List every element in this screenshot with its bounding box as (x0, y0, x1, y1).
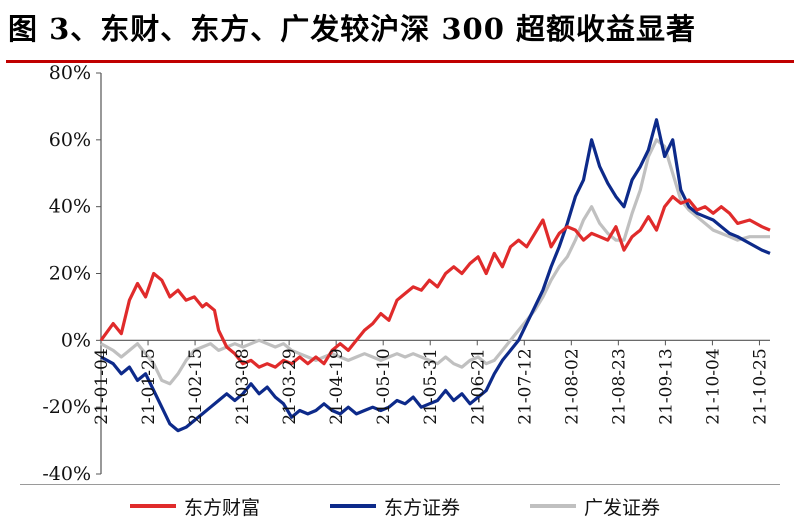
x-tick-label: 21-10-25 (750, 348, 770, 424)
title-divider (6, 60, 794, 63)
x-tick-label: 21-01-04 (92, 348, 112, 424)
legend: 东方财富 东方证券 广发证券 (20, 484, 780, 525)
y-tick-label: 80% (49, 62, 91, 84)
legend-item-dongfang-caifu: 东方财富 (130, 491, 260, 521)
x-tick-label: 21-03-29 (280, 348, 300, 424)
legend-item-dongfang-zhengquan: 东方证券 (330, 491, 460, 521)
axes-layer (96, 72, 770, 475)
x-tick-label: 21-10-04 (703, 348, 723, 424)
legend-label-dongfang-caifu: 东方财富 (184, 496, 261, 519)
y-tick-label: -40% (42, 463, 91, 485)
legend-label-dongfang-zhengquan: 东方证券 (384, 496, 461, 519)
series-line-0 (99, 195, 771, 369)
legend-label-guangfa-zhengquan: 广发证券 (584, 496, 661, 519)
y-tick-label: 40% (49, 196, 91, 218)
x-tick-label: 21-09-13 (656, 348, 676, 424)
x-tick-label: 21-04-19 (327, 348, 347, 424)
y-tick-label: 20% (49, 263, 91, 285)
x-tick-label: 21-08-02 (562, 348, 582, 424)
x-tick-label: 21-03-08 (233, 348, 253, 424)
x-tick-label: 21-02-15 (186, 348, 206, 424)
tick-label-layer: 80% 60% 40% 20% 0% -20% -40% 21-01-04 21-01-25 21… (42, 62, 770, 485)
legend-swatch-dongfang-caifu (130, 504, 176, 508)
series-line-2 (100, 138, 770, 386)
legend-item-guangfa-zhengquan: 广发证券 (530, 491, 660, 521)
x-tick-label: 21-01-25 (139, 348, 159, 424)
legend-swatch-dongfang-zhengquan (330, 504, 376, 508)
x-tick-label: 21-05-10 (374, 348, 394, 424)
legend-swatch-guangfa-zhengquan (530, 504, 576, 508)
y-tick-label: 0% (61, 329, 91, 351)
x-tick-label: 21-05-31 (421, 348, 441, 424)
y-tick-label: 60% (49, 129, 91, 151)
x-tick-label: 21-06-21 (468, 348, 488, 424)
chart-title: 图 3、东财、东方、广发较沪深 300 超额收益显著 (8, 12, 697, 46)
y-tick-label: -20% (42, 396, 91, 418)
x-tick-label: 21-08-23 (609, 348, 629, 424)
series-layer (99, 118, 771, 433)
x-tick-label: 21-07-12 (515, 348, 535, 424)
series-line-1 (100, 118, 771, 433)
